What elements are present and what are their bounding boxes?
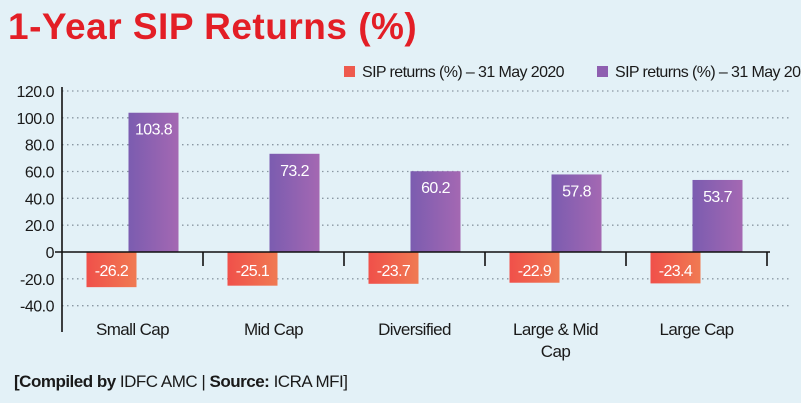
bar-2021 <box>692 179 743 252</box>
source-note: [Compiled by IDFC AMC | Source: ICRA MFI… <box>14 372 348 392</box>
y-tick-label: 20.0 <box>25 218 55 235</box>
x-category-label: Mid Cap <box>244 320 303 339</box>
compiled-label: [Compiled by <box>14 372 116 391</box>
data-label: 103.8 <box>135 122 173 139</box>
bar-2021 <box>551 174 602 252</box>
y-tick-label: 0 <box>46 245 55 262</box>
y-tick-label: -20.0 <box>20 272 55 289</box>
data-label: -26.2 <box>95 263 129 280</box>
bar-2021 <box>269 153 320 252</box>
source-label: Source: <box>209 372 270 391</box>
y-tick-label: 40.0 <box>25 191 55 208</box>
bar-2021 <box>410 171 461 252</box>
chart-title: 1-Year SIP Returns (%) <box>8 6 418 47</box>
x-category-label: Large & Mid Cap <box>513 320 598 361</box>
x-category-label: Small Cap <box>96 320 169 339</box>
y-tick-label: 100.0 <box>16 111 54 128</box>
legend-swatch-2020 <box>344 66 355 77</box>
x-category-label: Diversified <box>378 320 451 339</box>
data-label: 73.2 <box>280 163 309 180</box>
y-tick-label: 80.0 <box>25 138 55 155</box>
bar-2020 <box>227 252 278 286</box>
data-label: 57.8 <box>562 183 591 200</box>
data-label: 60.2 <box>421 180 450 197</box>
y-tick-label: -40.0 <box>20 299 55 316</box>
data-label: -22.9 <box>518 263 552 280</box>
legend-label: SIP returns (%) – 31 May 2020 <box>362 64 565 81</box>
bar-2020 <box>86 252 137 288</box>
data-label: -23.4 <box>659 263 693 280</box>
legend-label: SIP returns (%) – 31 May 2021 <box>615 64 801 81</box>
separator: | <box>201 372 206 391</box>
source-value: ICRA MFI] <box>273 372 348 391</box>
bar-2020 <box>368 252 419 284</box>
bar-2020 <box>650 252 701 284</box>
bar-2021 <box>128 112 179 252</box>
y-tick-label: 120.0 <box>16 84 54 101</box>
legend-swatch-2021 <box>597 66 608 77</box>
x-category-label: Large Cap <box>660 320 734 339</box>
bar-2020 <box>509 252 560 283</box>
compiled-value: IDFC AMC <box>119 372 198 391</box>
data-label: -25.1 <box>236 263 270 280</box>
y-tick-label: 60.0 <box>25 165 55 182</box>
data-label: -23.7 <box>377 263 411 280</box>
data-label: 53.7 <box>703 189 732 206</box>
